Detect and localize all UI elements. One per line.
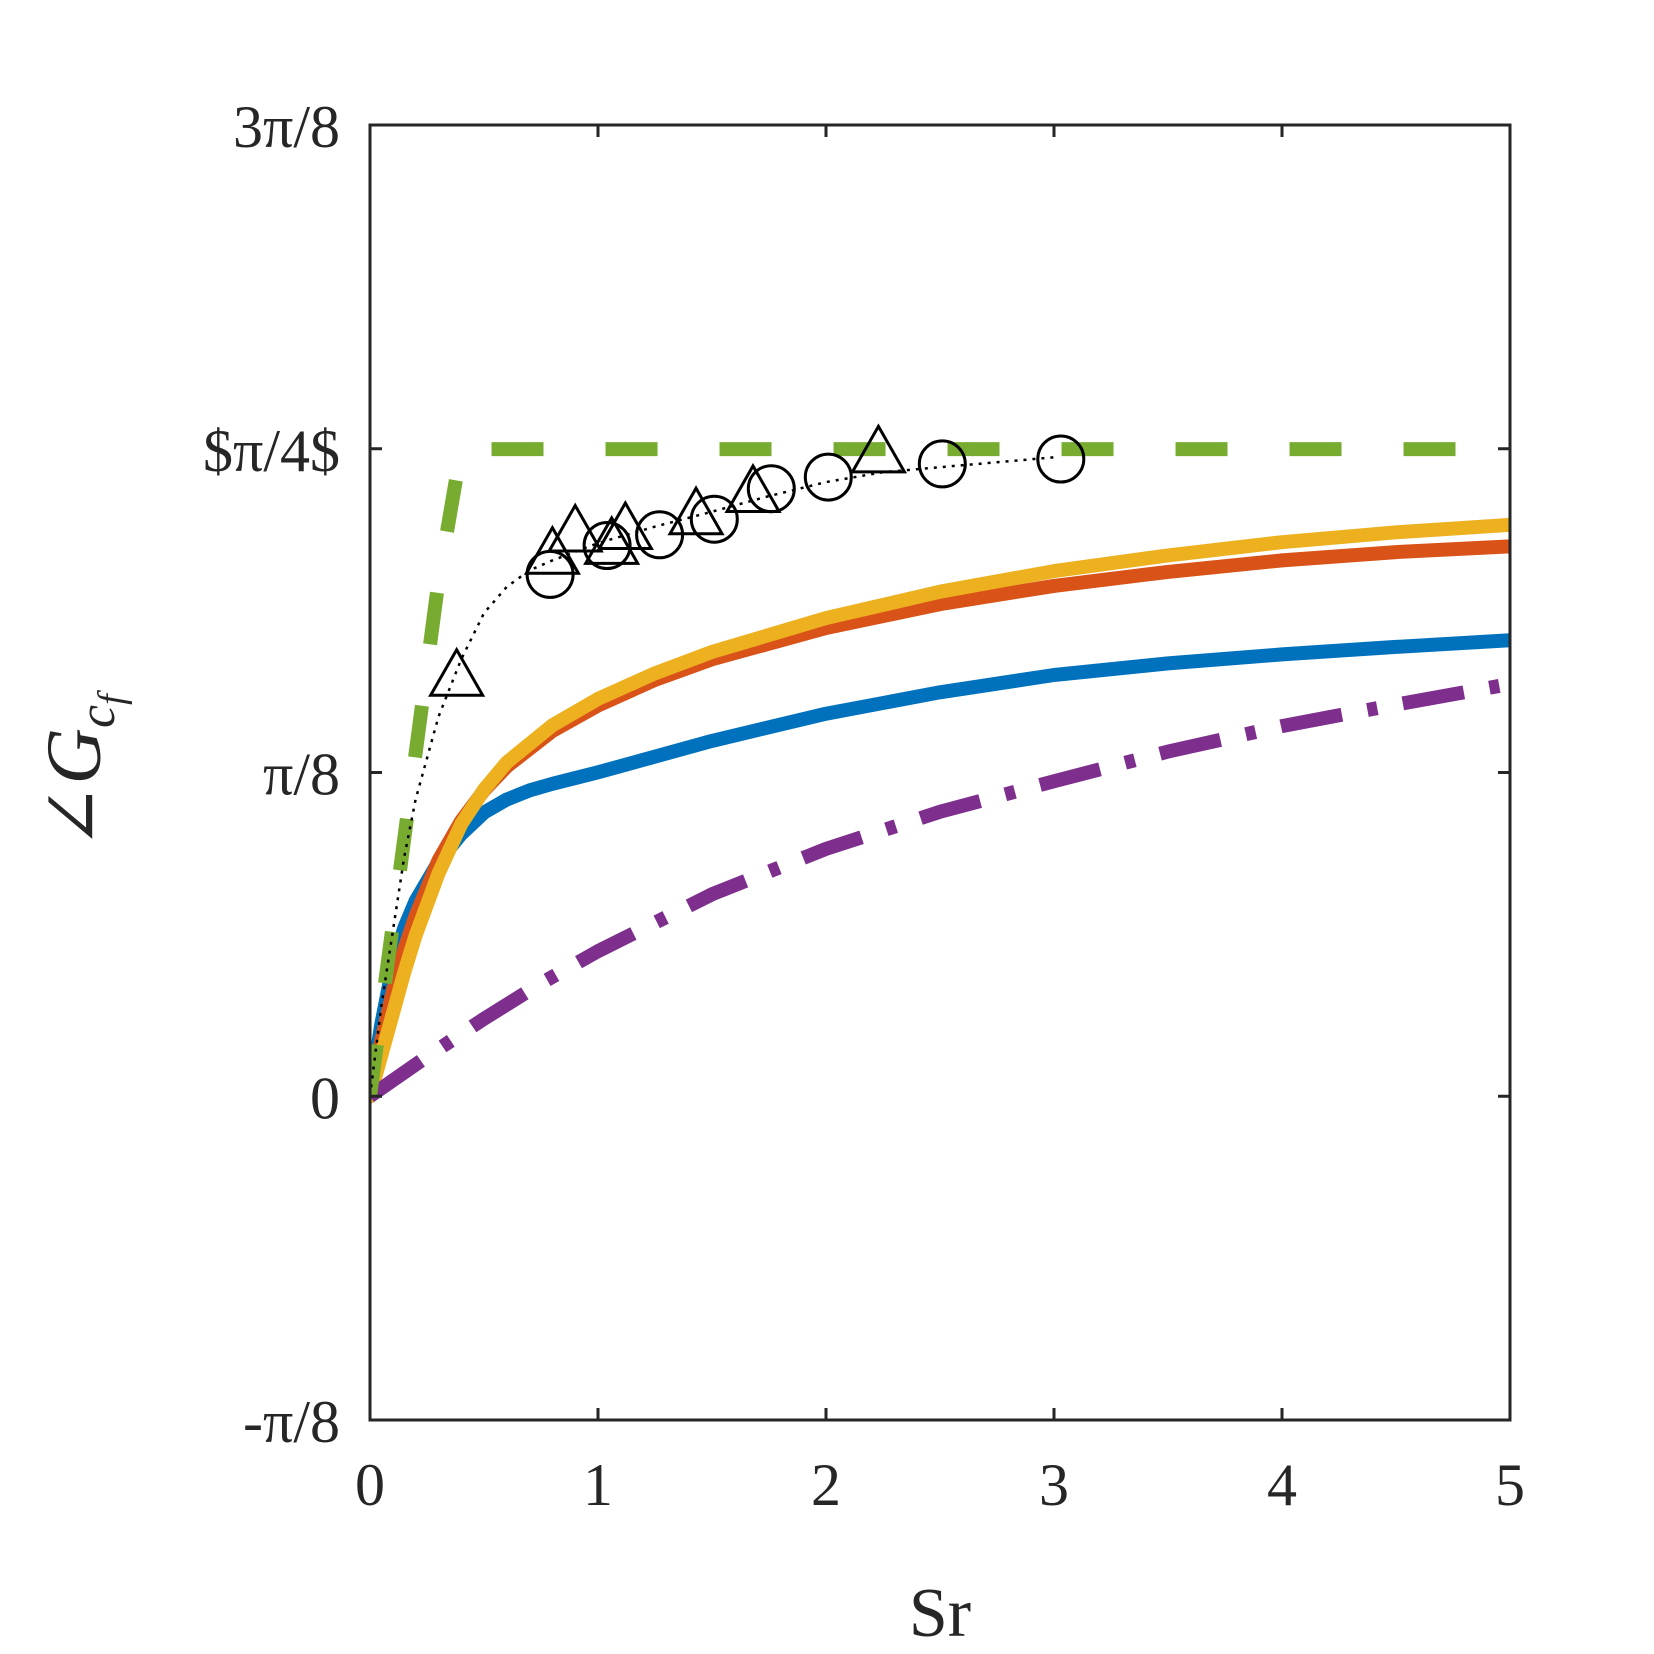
x-tick-label-1: 1 [583, 1452, 613, 1518]
x-axis-label: Sr [909, 1575, 971, 1652]
triangle-marker-7 [724, 462, 782, 513]
triangle-marker-3 [546, 502, 604, 553]
series-line-5-dashed [370, 442, 1510, 1098]
circle-marker-5 [746, 464, 796, 514]
y-axis-label-main: ∠G [30, 728, 117, 850]
y-tick-label-3: $π/4$ [203, 418, 340, 484]
circle-marker-8 [1036, 434, 1086, 484]
triangle-marker-8 [849, 423, 908, 474]
y-tick-label-4: 3π/8 [233, 94, 340, 160]
series-line-3-solid [370, 517, 1510, 1104]
axis-ticks: 0 1 2 3 4 5-π/80π/8$π/4$3π/8 [203, 94, 1525, 1518]
circle-marker-6 [803, 452, 853, 502]
circle-marker-4 [689, 494, 739, 544]
triangle-marker-1 [428, 646, 486, 697]
y-tick-label-2: π/8 [263, 742, 340, 808]
series-line-4-dashdot [370, 677, 1510, 1103]
circle-marker-7 [917, 439, 967, 489]
y-axis-label-subscript: c [69, 705, 126, 728]
x-tick-label-5: 5 [1495, 1452, 1525, 1518]
x-tick-label-0: 0 [355, 1452, 385, 1518]
y-axis-label: ∠Gcf [30, 690, 133, 850]
plot-area [370, 423, 1510, 1104]
y-tick-label-1: 0 [310, 1065, 340, 1131]
y-tick-label-0: -π/8 [243, 1389, 340, 1455]
x-tick-label-4: 4 [1267, 1452, 1297, 1518]
circle-marker-1 [525, 549, 575, 599]
circle-marker-2 [582, 521, 632, 570]
triangle-marker-4 [583, 514, 641, 565]
circle-marker-3 [635, 510, 685, 560]
x-tick-label-3: 3 [1039, 1452, 1069, 1518]
x-tick-label-2: 2 [811, 1452, 841, 1518]
